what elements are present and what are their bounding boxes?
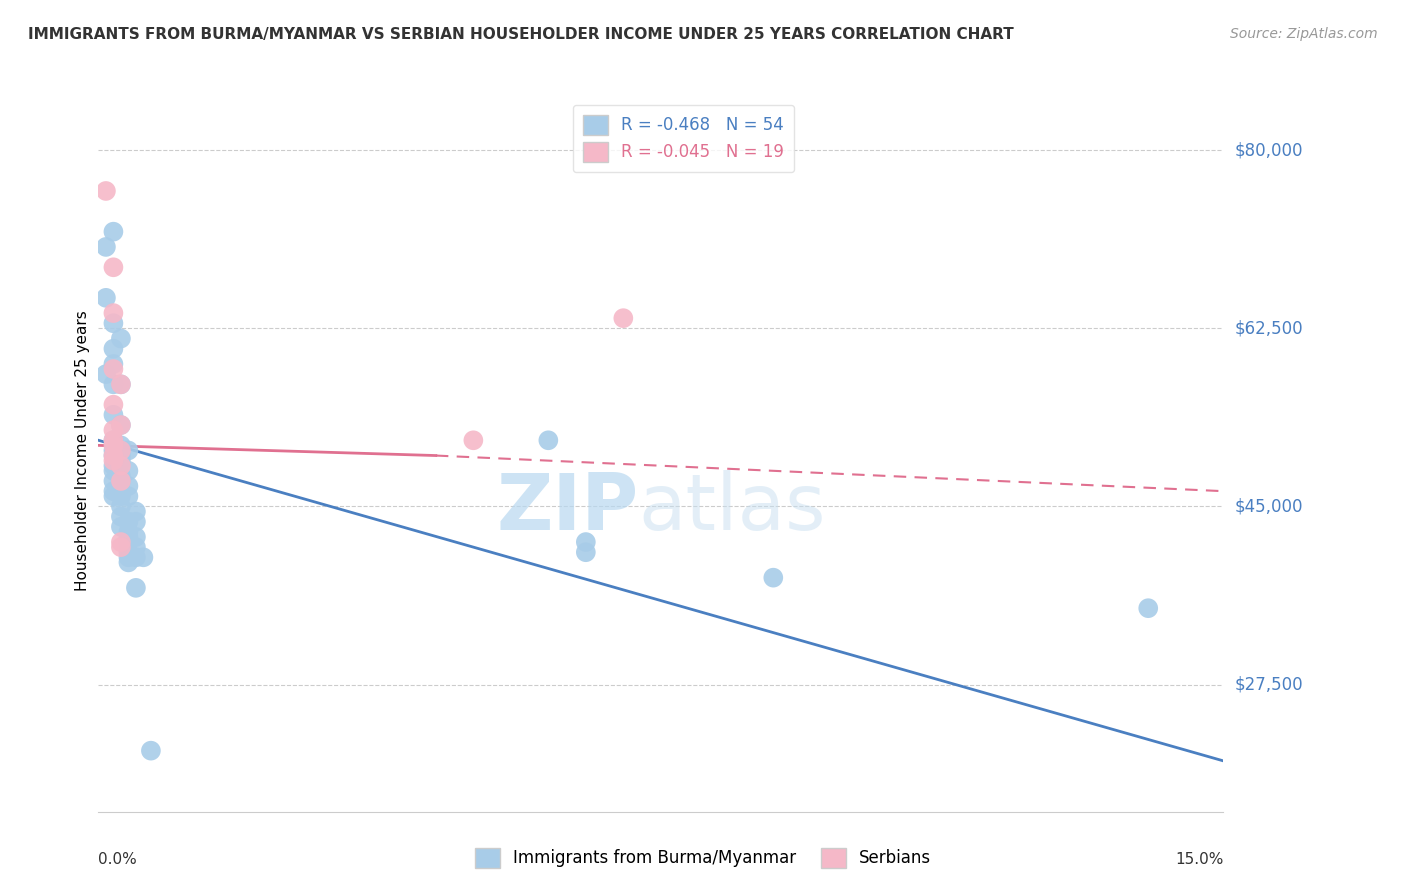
Point (103, 449, 125, 463)
Point (110, 443, 132, 458)
Point (110, 377, 132, 392)
Point (110, 458, 132, 473)
Point (117, 443, 139, 458)
Point (117, 555, 139, 569)
Point (125, 530, 148, 544)
Point (117, 530, 139, 544)
Point (110, 449, 132, 463)
Point (103, 423, 125, 437)
Point (94, 367, 117, 381)
Point (110, 520, 132, 534)
Point (110, 500, 132, 514)
Point (94, 240, 117, 254)
Point (1137, 601, 1160, 615)
Point (117, 515, 139, 529)
Point (94, 291, 117, 305)
Point (117, 545, 139, 559)
Point (110, 332, 132, 346)
Point (125, 540, 148, 554)
Point (117, 464, 139, 478)
Point (103, 225, 125, 239)
Text: $27,500: $27,500 (1234, 675, 1303, 693)
Point (103, 316, 125, 330)
Legend: R = -0.468   N = 54, R = -0.045   N = 19: R = -0.468 N = 54, R = -0.045 N = 19 (572, 104, 794, 172)
Point (103, 357, 125, 371)
Point (103, 449, 125, 463)
Point (125, 550, 148, 565)
Point (117, 550, 139, 565)
Point (463, 434, 485, 448)
Point (762, 571, 785, 585)
Text: Source: ZipAtlas.com: Source: ZipAtlas.com (1230, 27, 1378, 41)
Text: atlas: atlas (638, 470, 825, 546)
Point (103, 260, 125, 275)
Y-axis label: Householder Income Under 25 years: Householder Income Under 25 years (75, 310, 90, 591)
Point (103, 434, 125, 448)
Point (110, 509, 132, 524)
Point (103, 434, 125, 448)
Text: $62,500: $62,500 (1234, 319, 1303, 337)
Point (110, 469, 132, 483)
Point (117, 489, 139, 503)
Text: 15.0%: 15.0% (1175, 853, 1223, 867)
Text: 0.0%: 0.0% (98, 853, 138, 867)
Point (125, 515, 148, 529)
Point (110, 489, 132, 503)
Point (110, 377, 132, 392)
Point (110, 438, 132, 452)
Point (103, 438, 125, 452)
Point (103, 453, 125, 467)
Text: ZIP: ZIP (496, 470, 638, 546)
Point (103, 398, 125, 412)
Point (110, 453, 132, 467)
Point (575, 545, 598, 559)
Point (103, 377, 125, 392)
Point (117, 524, 139, 539)
Legend: Immigrants from Burma/Myanmar, Serbians: Immigrants from Burma/Myanmar, Serbians (468, 841, 938, 875)
Point (125, 504, 148, 518)
Point (612, 311, 634, 326)
Point (110, 540, 132, 554)
Point (110, 474, 132, 488)
Point (117, 535, 139, 549)
Point (103, 408, 125, 422)
Point (103, 458, 125, 473)
Point (103, 342, 125, 356)
Point (110, 484, 132, 499)
Point (103, 362, 125, 376)
Point (110, 535, 132, 549)
Point (575, 535, 598, 549)
Point (537, 434, 560, 448)
Point (132, 550, 155, 565)
Point (103, 474, 125, 488)
Text: IMMIGRANTS FROM BURMA/MYANMAR VS SERBIAN HOUSEHOLDER INCOME UNDER 25 YEARS CORRE: IMMIGRANTS FROM BURMA/MYANMAR VS SERBIAN… (28, 27, 1014, 42)
Point (125, 581, 148, 595)
Point (103, 306, 125, 320)
Point (103, 489, 125, 503)
Point (110, 417, 132, 432)
Point (110, 417, 132, 432)
Point (103, 443, 125, 458)
Point (103, 484, 125, 499)
Point (110, 474, 132, 488)
Text: $45,000: $45,000 (1234, 498, 1303, 516)
Point (94, 184, 117, 198)
Point (117, 479, 139, 493)
Point (139, 744, 162, 758)
Point (103, 464, 125, 478)
Text: $80,000: $80,000 (1234, 141, 1303, 160)
